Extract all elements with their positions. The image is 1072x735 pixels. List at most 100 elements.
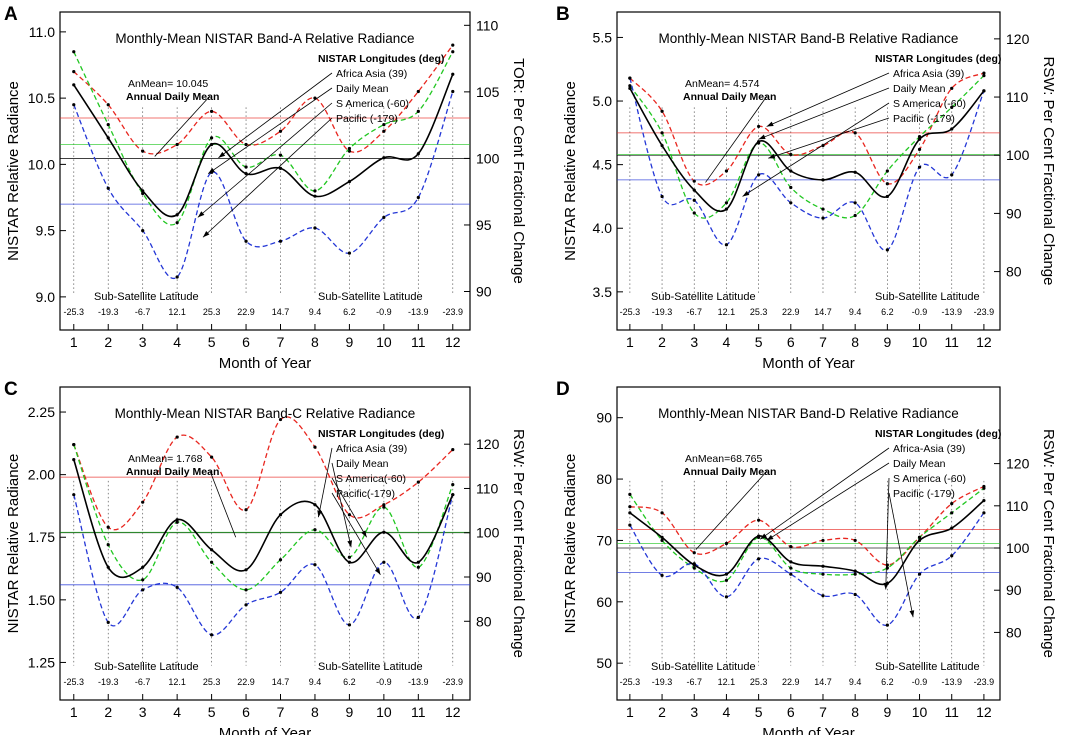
lat-tick-label: 9.4	[309, 307, 322, 317]
data-point	[660, 511, 664, 515]
data-point	[141, 565, 145, 569]
y-tick-label: 90	[596, 410, 612, 426]
x-tick-label: 4	[723, 704, 731, 720]
data-point	[209, 560, 214, 564]
lat-tick-label: 22.9	[782, 677, 800, 687]
x-tick-label: 12	[976, 704, 992, 720]
x-tick-label: 9	[346, 704, 354, 720]
y2-tick-label: 90	[1006, 205, 1022, 221]
data-point	[209, 548, 214, 552]
lat-tick-label: -0.9	[912, 677, 928, 687]
x-tick-label: 5	[208, 334, 216, 350]
data-point	[885, 248, 889, 252]
data-point	[278, 153, 283, 157]
data-point	[347, 623, 352, 627]
data-point	[885, 169, 889, 173]
panel-letter: D	[556, 379, 570, 400]
legend-title: NISTAR Longitudes (deg)	[318, 53, 444, 65]
legend-entry: Pacific (-179)	[336, 113, 398, 125]
data-point	[72, 458, 76, 462]
lat-tick-label: 6.2	[881, 307, 894, 317]
x-tick-label: 6	[787, 704, 795, 720]
series-line-africa-asia	[629, 485, 985, 566]
data-point	[853, 213, 857, 218]
y2-tick-label: 110	[1006, 498, 1029, 514]
y2-tick-label: 95	[476, 217, 492, 233]
data-point	[660, 535, 664, 539]
data-point	[175, 275, 179, 279]
x-tick-label: 2	[104, 334, 112, 350]
legend-entry: Africa Asia (39)	[893, 68, 964, 80]
x-tick-label: 10	[912, 334, 928, 350]
data-point	[660, 143, 664, 148]
y2-tick-label: 80	[1006, 264, 1022, 280]
data-point	[416, 109, 420, 113]
x-axis-title: Month of Year	[219, 355, 312, 372]
lat-tick-label: 14.7	[814, 307, 832, 317]
data-point	[209, 142, 214, 147]
legend-entry: Daily Mean	[336, 458, 389, 470]
data-point	[821, 572, 825, 576]
lat-tick-label: 22.9	[782, 307, 800, 317]
data-point	[278, 590, 283, 594]
legend-arrow	[331, 477, 367, 538]
data-point	[724, 169, 729, 173]
data-point	[757, 557, 761, 561]
data-point	[141, 578, 145, 582]
legend-arrow	[766, 72, 890, 127]
x-tick-label: 2	[658, 704, 666, 720]
lat-tick-label: 22.9	[237, 677, 255, 687]
x-tick-label: 4	[173, 704, 181, 720]
x-tick-label: 4	[723, 334, 731, 350]
data-point	[313, 226, 317, 230]
lat-tick-label: -19.3	[98, 677, 119, 687]
lat-tick-label: -19.3	[652, 677, 673, 687]
lat-tick-label: -0.9	[912, 307, 928, 317]
series-line-daily-mean	[73, 459, 454, 579]
panel-letter: A	[4, 4, 18, 25]
data-point	[382, 560, 386, 564]
y2-tick-label: 100	[476, 150, 500, 166]
x-tick-label: 7	[819, 334, 827, 350]
data-point	[175, 142, 179, 147]
lat-tick-label: 9.4	[849, 307, 862, 317]
lat-tick-label: -19.3	[652, 307, 673, 317]
legend-entry: S America (-60)	[893, 98, 966, 110]
legend-entry: Daily Mean	[893, 83, 946, 95]
x-tick-label: 1	[70, 334, 78, 350]
data-point	[789, 544, 793, 549]
data-point	[175, 518, 179, 522]
lat-tick-label: -6.7	[686, 307, 702, 317]
lat-tick-label: -13.9	[408, 677, 429, 687]
data-point	[628, 523, 632, 527]
data-point	[106, 136, 110, 140]
x-tick-label: 10	[912, 704, 928, 720]
data-point	[416, 615, 420, 619]
data-point	[982, 74, 986, 78]
x-tick-label: 3	[690, 704, 698, 720]
legend-arrow	[197, 102, 333, 218]
y2-tick-label: 105	[476, 84, 500, 100]
x-tick-label: 6	[242, 704, 250, 720]
data-point	[72, 103, 76, 107]
y2-tick-label: 110	[1006, 89, 1029, 105]
data-point	[347, 560, 352, 564]
y2-tick-label: 80	[476, 613, 492, 629]
data-point	[416, 560, 420, 564]
annual-arrow	[154, 95, 211, 157]
data-point	[789, 169, 793, 173]
data-point	[789, 566, 793, 570]
x-tick-label: 3	[139, 334, 147, 350]
x-tick-label: 7	[277, 334, 285, 350]
legend-arrowhead	[766, 121, 774, 127]
lat-tick-label: 9.4	[309, 677, 322, 687]
data-point	[628, 505, 632, 509]
lat-heading-left: Sub-Satellite Latitude	[94, 291, 199, 303]
data-point	[853, 170, 857, 174]
x-tick-label: 10	[376, 704, 392, 720]
series-line-daily-mean	[629, 499, 985, 586]
data-point	[244, 142, 248, 147]
annual-arrow	[695, 470, 768, 550]
plot-frame	[59, 386, 471, 701]
